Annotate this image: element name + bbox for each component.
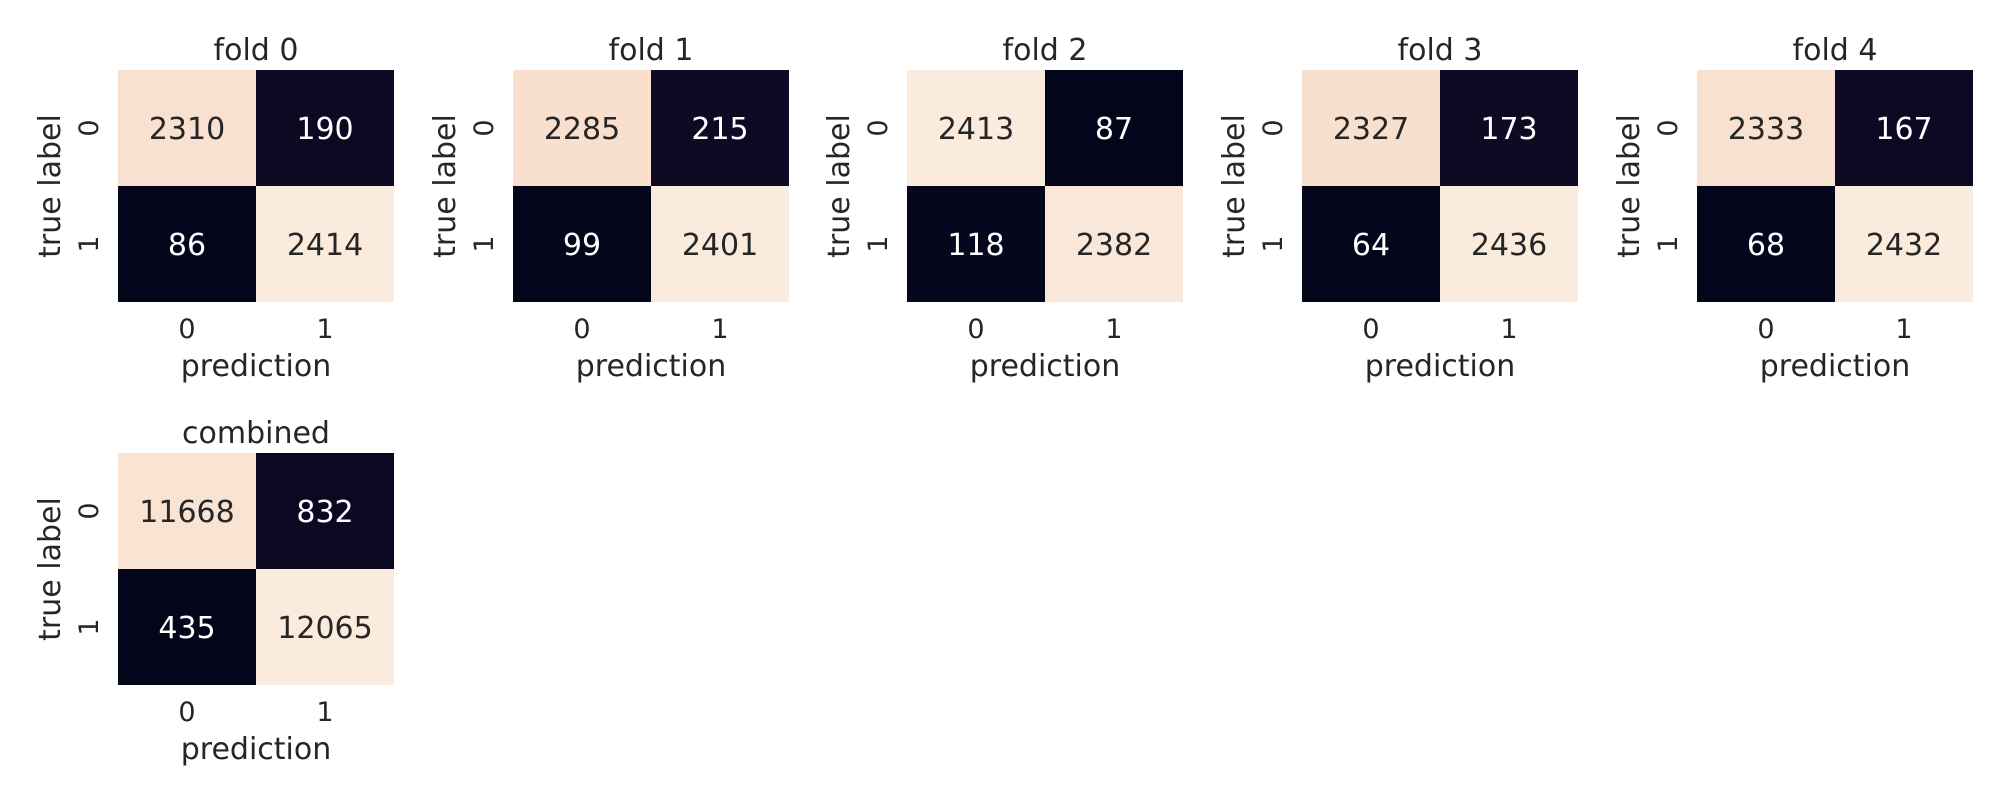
- panel-title: combined: [182, 416, 330, 451]
- x-axis-label: prediction: [1760, 349, 1911, 384]
- heatmap-cell: [1302, 186, 1440, 302]
- panel-title: fold 3: [1398, 33, 1483, 68]
- cell-value-label: 64: [1352, 228, 1390, 263]
- cell-value-label: 173: [1480, 112, 1537, 147]
- y-tick-label: 1: [1653, 235, 1684, 252]
- x-tick-label: 0: [967, 314, 984, 345]
- x-tick-label: 0: [1362, 314, 1379, 345]
- confusion-matrix-panel: fold 2 2413 87 118 2382 0 1 prediction 0 1 true la…: [822, 33, 1183, 384]
- x-tick-label: 1: [711, 314, 728, 345]
- x-tick-label: 1: [1500, 314, 1517, 345]
- heatmap-cell: [1045, 186, 1183, 302]
- x-axis-label: prediction: [181, 349, 332, 384]
- heatmap-cell: [256, 569, 394, 685]
- x-axis-label: prediction: [970, 349, 1121, 384]
- cell-value-label: 2401: [682, 228, 758, 263]
- heatmap-cell: [1697, 70, 1835, 186]
- y-axis-label: true label: [822, 114, 857, 258]
- cell-value-label: 2310: [149, 112, 225, 147]
- heatmap-cell: [118, 70, 256, 186]
- y-tick-label: 1: [1258, 235, 1289, 252]
- heatmap-cell: [118, 453, 256, 569]
- cell-value-label: 2327: [1333, 112, 1409, 147]
- x-tick-label: 0: [178, 314, 195, 345]
- x-axis-label: prediction: [576, 349, 727, 384]
- heatmap-cell: [907, 70, 1045, 186]
- cell-value-label: 68: [1747, 228, 1785, 263]
- y-axis-label: true label: [1612, 114, 1647, 258]
- panel-title: fold 2: [1003, 33, 1088, 68]
- cell-value-label: 435: [158, 611, 215, 646]
- cell-value-label: 87: [1095, 112, 1133, 147]
- heatmap-cell: [256, 186, 394, 302]
- cell-value-label: 2414: [287, 228, 363, 263]
- y-tick-label: 0: [74, 502, 105, 519]
- y-tick-label: 0: [1258, 119, 1289, 136]
- cell-value-label: 2413: [938, 112, 1014, 147]
- cell-value-label: 2285: [544, 112, 620, 147]
- heatmap-cell: [1440, 186, 1578, 302]
- y-tick-label: 0: [863, 119, 894, 136]
- x-tick-label: 0: [573, 314, 590, 345]
- cell-value-label: 215: [691, 112, 748, 147]
- cell-value-label: 167: [1875, 112, 1932, 147]
- y-tick-label: 1: [469, 235, 500, 252]
- panel-title: fold 1: [609, 33, 694, 68]
- heatmap-cell: [1045, 70, 1183, 186]
- heatmap-cell: [118, 569, 256, 685]
- x-axis-label: prediction: [1365, 349, 1516, 384]
- heatmap-cell: [907, 186, 1045, 302]
- heatmap-cell: [1835, 70, 1973, 186]
- x-tick-label: 1: [316, 697, 333, 728]
- cell-value-label: 2382: [1076, 228, 1152, 263]
- confusion-matrix-panel: fold 3 2327 173 64 2436 0 1 prediction 0 1 true la…: [1217, 33, 1578, 384]
- y-tick-label: 1: [863, 235, 894, 252]
- cell-value-label: 86: [168, 228, 206, 263]
- y-tick-label: 1: [74, 618, 105, 635]
- heatmap-cell: [513, 70, 651, 186]
- x-tick-label: 0: [1757, 314, 1774, 345]
- cell-value-label: 12065: [277, 611, 372, 646]
- y-axis-label: true label: [33, 497, 68, 641]
- y-axis-label: true label: [428, 114, 463, 258]
- heatmap-cell: [1835, 186, 1973, 302]
- y-axis-label: true label: [33, 114, 68, 258]
- heatmap-cell: [651, 70, 789, 186]
- x-tick-label: 1: [316, 314, 333, 345]
- panel-title: fold 0: [214, 33, 299, 68]
- cell-value-label: 2436: [1471, 228, 1547, 263]
- confusion-matrix-panel: fold 4 2333 167 68 2432 0 1 prediction 0 1 true la…: [1612, 33, 1973, 384]
- heatmap-cell: [118, 186, 256, 302]
- heatmap-cell: [1440, 70, 1578, 186]
- heatmap-cell: [1302, 70, 1440, 186]
- heatmap-cell: [256, 453, 394, 569]
- heatmap-cell: [513, 186, 651, 302]
- y-axis-label: true label: [1217, 114, 1252, 258]
- heatmap-cell: [256, 70, 394, 186]
- y-tick-label: 0: [1653, 119, 1684, 136]
- x-tick-label: 0: [178, 697, 195, 728]
- x-tick-label: 1: [1105, 314, 1122, 345]
- x-axis-label: prediction: [181, 732, 332, 767]
- cell-value-label: 11668: [139, 495, 234, 530]
- confusion-matrix-panel: combined 11668 832 435 12065 0 1 prediction 0 1 tr…: [33, 416, 394, 767]
- heatmap-cell: [1697, 186, 1835, 302]
- y-tick-label: 1: [74, 235, 105, 252]
- confusion-matrix-panel: fold 0 2310 190 86 2414 0 1 prediction 0 1 true la…: [33, 33, 394, 384]
- cell-value-label: 190: [296, 112, 353, 147]
- cell-value-label: 118: [947, 228, 1004, 263]
- x-tick-label: 1: [1895, 314, 1912, 345]
- confusion-matrix-panel: fold 1 2285 215 99 2401 0 1 prediction 0 1 true la…: [428, 33, 789, 384]
- y-tick-label: 0: [469, 119, 500, 136]
- cell-value-label: 2432: [1866, 228, 1942, 263]
- y-tick-label: 0: [74, 119, 105, 136]
- heatmap-cell: [651, 186, 789, 302]
- cell-value-label: 99: [563, 228, 601, 263]
- panel-title: fold 4: [1793, 33, 1878, 68]
- cell-value-label: 2333: [1728, 112, 1804, 147]
- cell-value-label: 832: [296, 495, 353, 530]
